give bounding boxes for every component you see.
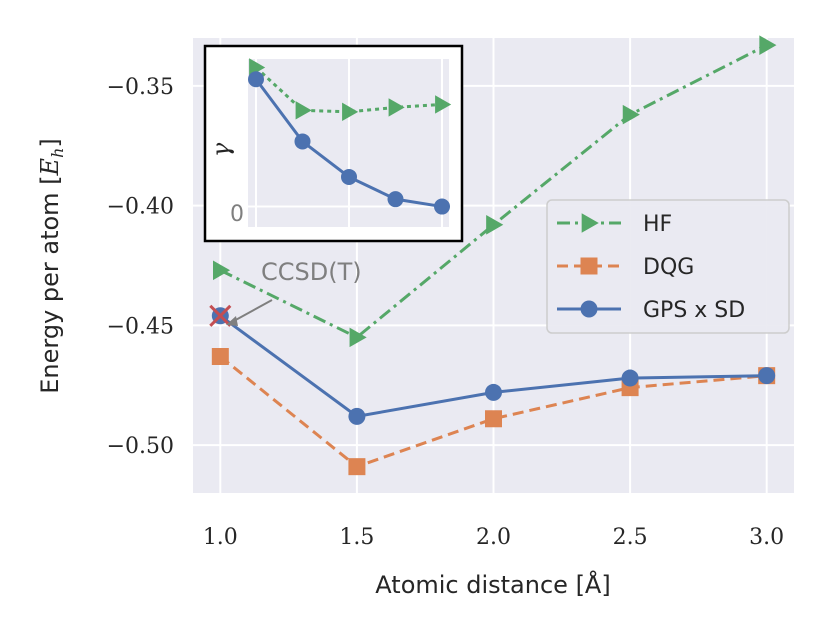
point-hf-2 bbox=[486, 215, 504, 235]
point-hf-1 bbox=[349, 327, 367, 348]
legend-items: HF DQG GPS x SD bbox=[557, 212, 745, 323]
point-dqg-2 bbox=[485, 410, 502, 428]
inset-point-gps-x-sd-3 bbox=[387, 191, 404, 208]
inset-point-gps-x-sd-0 bbox=[248, 71, 264, 88]
x-tick-label-3: 2.5 bbox=[613, 525, 648, 550]
point-gps-x-sd-3 bbox=[621, 369, 639, 387]
inset-point-hf-4 bbox=[435, 95, 452, 114]
inset-series bbox=[248, 58, 452, 215]
inset-point-gps-x-sd-4 bbox=[434, 198, 450, 215]
inset-point-gps-x-sd-2 bbox=[341, 168, 357, 185]
inset-line-hf bbox=[254, 66, 443, 114]
legend-marker-gps-x-sd bbox=[580, 300, 598, 318]
inset-point-gps-x-sd-1 bbox=[294, 133, 311, 150]
series-layer bbox=[211, 35, 777, 476]
legend-label-dqg: DQG bbox=[643, 255, 694, 280]
legend-marker-hf bbox=[581, 213, 599, 233]
inset-y-label: γ bbox=[207, 142, 235, 157]
x-tick-labels: 1.0 1.5 2.0 2.5 3.0 bbox=[203, 525, 784, 550]
legend-marker-dqg bbox=[580, 257, 598, 275]
y-axis-label: Energy per atom [Eh] bbox=[36, 138, 67, 394]
y-tick-labels: −0.35 −0.40 −0.45 −0.50 bbox=[107, 75, 174, 459]
reference-marker-b bbox=[209, 304, 232, 327]
point-dqg-0 bbox=[211, 348, 229, 365]
point-hf-4 bbox=[759, 35, 777, 55]
y-tick-label-3: −0.50 bbox=[107, 434, 174, 459]
point-gps-x-sd-1 bbox=[348, 407, 366, 425]
series-line-hf bbox=[219, 43, 768, 340]
annotation: CCSD(T) bbox=[226, 258, 362, 326]
inset-point-hf-3 bbox=[388, 98, 405, 117]
legend-label-hf: HF bbox=[643, 212, 672, 237]
x-tick-label-2: 2.0 bbox=[476, 525, 511, 550]
x-tick-label-1: 1.5 bbox=[339, 525, 374, 550]
point-gps-x-sd-2 bbox=[485, 383, 502, 401]
inset: γ 0 bbox=[203, 44, 464, 243]
annotation-arrowhead bbox=[226, 316, 238, 326]
legend-label-gps-x-sd: GPS x SD bbox=[643, 298, 745, 323]
point-hf-3 bbox=[622, 104, 640, 125]
legend: HF DQG GPS x SD bbox=[546, 199, 790, 334]
annotation-text: CCSD(T) bbox=[261, 258, 362, 286]
inset-y-tick-0: 0 bbox=[230, 202, 244, 227]
inset-point-hf-1 bbox=[295, 101, 312, 120]
x-axis-label: Atomic distance [Å] bbox=[375, 570, 610, 599]
legend-frame bbox=[546, 199, 790, 334]
y-tick-label-1: −0.40 bbox=[107, 195, 174, 220]
reference-layer bbox=[209, 304, 232, 327]
point-gps-x-sd-4 bbox=[758, 367, 776, 385]
x-tick-label-4: 3.0 bbox=[749, 525, 784, 550]
point-dqg-1 bbox=[348, 458, 366, 476]
x-tick-label-0: 1.0 bbox=[203, 525, 238, 550]
inset-point-hf-2 bbox=[342, 102, 359, 122]
point-hf-0 bbox=[212, 260, 231, 281]
annotation-arrow-line bbox=[231, 299, 273, 323]
y-tick-label-0: −0.35 bbox=[107, 75, 174, 100]
y-tick-label-2: −0.45 bbox=[107, 314, 174, 339]
